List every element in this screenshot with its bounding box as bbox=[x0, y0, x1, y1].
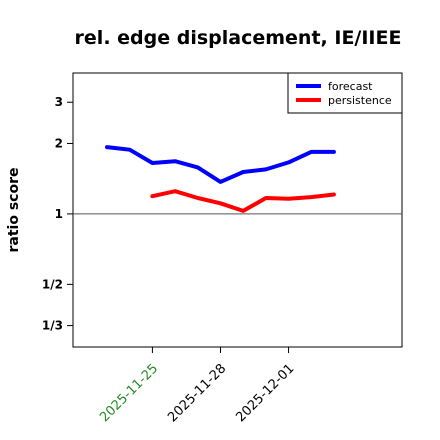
y-tick-label: 2 bbox=[55, 136, 63, 150]
legend-box bbox=[287, 72, 403, 114]
x-tick-label: 2025-11-25 bbox=[97, 361, 161, 425]
y-tick-label: 3 bbox=[55, 95, 63, 109]
y-tick-label: 1 bbox=[55, 207, 63, 221]
x-tick-label: 2025-12-01 bbox=[233, 361, 297, 425]
x-tick-label: 2025-11-28 bbox=[165, 361, 229, 425]
series-line-persistence bbox=[150, 189, 336, 213]
plot-frame bbox=[72, 72, 403, 348]
y-tick-label: 1/3 bbox=[42, 319, 63, 333]
y-axis: 3 2 1 1/2 1/3 bbox=[42, 95, 73, 333]
legend-label-persistence: persistence bbox=[328, 94, 392, 107]
series-layer bbox=[105, 145, 336, 213]
legend-label-forecast: forecast bbox=[328, 80, 373, 93]
y-tick-label: 1/2 bbox=[42, 277, 63, 291]
x-axis: 2025-11-25 2025-11-28 2025-12-01 bbox=[97, 347, 297, 425]
chart-title: rel. edge displacement, IE/IIEE bbox=[75, 27, 402, 49]
series-line-forecast bbox=[105, 145, 336, 184]
y-axis-label: ratio score bbox=[6, 168, 22, 253]
